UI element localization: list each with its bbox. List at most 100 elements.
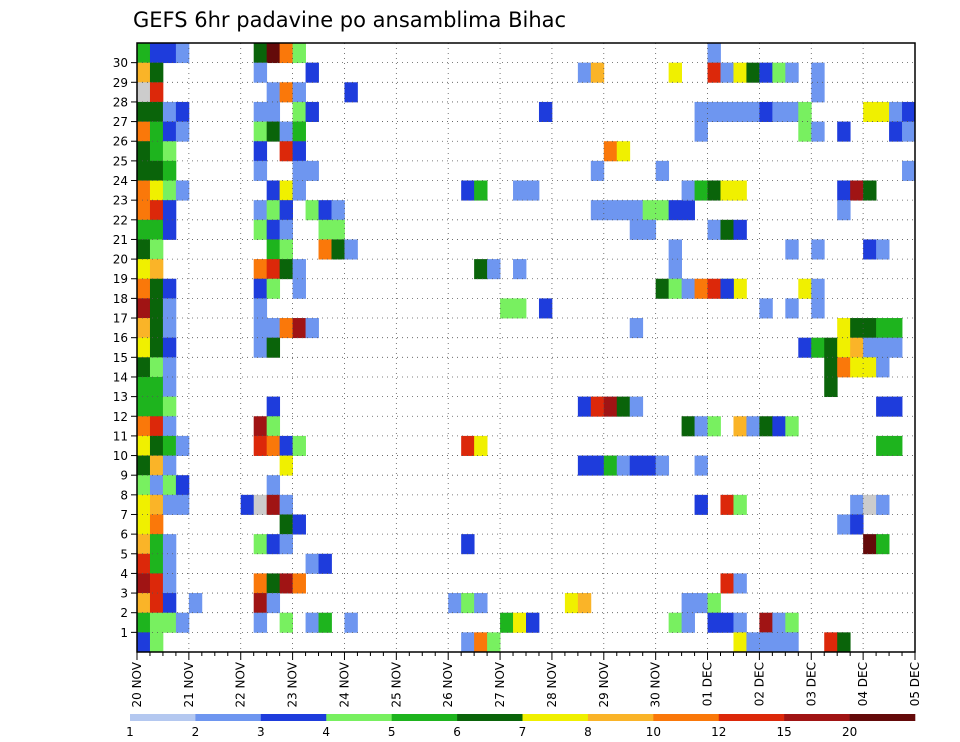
heatmap-cell (681, 180, 695, 201)
heatmap-cell (811, 82, 825, 103)
heatmap-cell (149, 632, 164, 653)
x-tick-label: 24 NOV (337, 661, 351, 707)
heatmap-cell (513, 259, 527, 280)
heatmap-cell (292, 43, 306, 64)
heatmap-cell (837, 357, 851, 378)
heatmap-cell (253, 612, 268, 633)
heatmap-cell (137, 534, 151, 555)
heatmap-cell (266, 278, 281, 299)
heatmap-cell (137, 632, 151, 653)
heatmap-cell (759, 298, 773, 319)
heatmap-cell (668, 200, 682, 221)
heatmap-cell (137, 180, 151, 201)
heatmap-cell (590, 160, 605, 181)
heatmap-cell (137, 141, 151, 162)
heatmap-cell (162, 593, 177, 614)
heatmap-cell (694, 180, 708, 201)
heatmap-cell (331, 219, 345, 240)
heatmap-cell (616, 396, 631, 417)
heatmap-cell (681, 278, 695, 299)
heatmap-cell (149, 239, 164, 260)
heatmap-cell (824, 357, 838, 378)
heatmap-cell (798, 101, 812, 122)
heatmap-cell (292, 82, 306, 103)
heatmap-cell (785, 239, 799, 260)
colorbar-swatch (391, 714, 458, 721)
heatmap-cell (707, 180, 721, 201)
heatmap-cell (863, 180, 877, 201)
heatmap-cell (876, 337, 890, 358)
heatmap-cell (733, 101, 747, 122)
heatmap-cell (266, 200, 281, 221)
heatmap-cell (149, 180, 164, 201)
heatmap-cell (149, 553, 164, 574)
heatmap-cell (292, 278, 306, 299)
heatmap-cell (175, 101, 190, 122)
heatmap-cell (629, 200, 644, 221)
heatmap-cell (266, 494, 281, 515)
heatmap-cell (279, 239, 293, 260)
heatmap-cell (266, 337, 281, 358)
x-tick-label: 30 NOV (649, 661, 663, 707)
heatmap-cell (162, 357, 177, 378)
heatmap-cell (305, 160, 319, 181)
heatmap-cell (279, 259, 293, 280)
heatmap-cell (811, 337, 825, 358)
y-tick-label: 19 (113, 272, 128, 286)
heatmap-cell (902, 101, 916, 122)
x-tick-label: 23 NOV (286, 661, 300, 707)
colorbar-label: 20 (842, 725, 857, 739)
heatmap-cell (149, 278, 164, 299)
heatmap-cell (162, 101, 177, 122)
heatmap-cell (590, 200, 605, 221)
heatmap-cell (137, 239, 151, 260)
heatmap-cell (137, 318, 151, 339)
x-tick-label: 22 NOV (234, 661, 248, 707)
heatmap-cell (292, 435, 306, 456)
heatmap-cell (162, 553, 177, 574)
heatmap-cell (162, 573, 177, 594)
heatmap-cell (162, 43, 177, 64)
heatmap-cell (279, 180, 293, 201)
x-tick-label: 02 DEC (752, 662, 766, 706)
heatmap-cell (253, 278, 268, 299)
heatmap-cell (253, 318, 268, 339)
heatmap-cell (513, 612, 527, 633)
y-tick-label: 5 (120, 547, 128, 561)
heatmap-cell (292, 121, 306, 142)
x-tick-label: 26 NOV (441, 661, 455, 707)
heatmap-cell (798, 337, 812, 358)
heatmap-cell (577, 62, 592, 83)
colorbar-label: 6 (453, 725, 461, 739)
heatmap-cell (266, 180, 281, 201)
heatmap-cell (577, 593, 592, 614)
heatmap-cell (266, 593, 281, 614)
heatmap-cell (149, 259, 164, 280)
heatmap-cell (149, 200, 164, 221)
heatmap-cell (266, 43, 281, 64)
heatmap-cell (694, 278, 708, 299)
x-tick-label: 01 DEC (701, 662, 715, 706)
heatmap-cell (837, 337, 851, 358)
heatmap-cell (279, 43, 293, 64)
heatmap-cell (824, 376, 838, 398)
heatmap-cell (772, 101, 786, 122)
y-tick-label: 15 (113, 351, 128, 365)
colorbar-swatch (457, 714, 523, 721)
heatmap-cell (526, 612, 540, 633)
heatmap-cell (642, 455, 657, 476)
heatmap-cell (707, 278, 721, 299)
colorbar-swatch (784, 714, 850, 721)
heatmap-cell (253, 219, 268, 240)
heatmap-cell (162, 278, 177, 299)
heatmap-cell (137, 219, 151, 240)
heatmap-cell (720, 101, 734, 122)
heatmap-cell (668, 278, 682, 299)
x-tick-label: 27 NOV (493, 661, 507, 707)
heatmap-cell (162, 416, 177, 437)
heatmap-cell (500, 298, 514, 319)
heatmap-cell (137, 475, 151, 496)
heatmap-cell (850, 337, 864, 358)
heatmap-cell (863, 101, 877, 122)
heatmap-cell (811, 298, 825, 319)
